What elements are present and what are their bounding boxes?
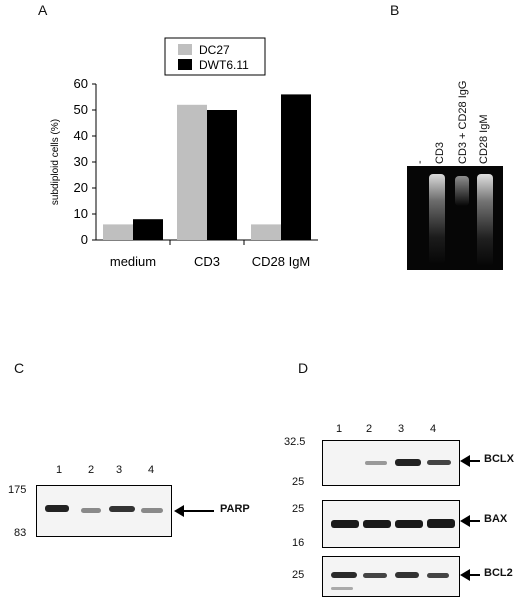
y-tick-label: 40 bbox=[74, 128, 88, 143]
bax-marker-16: 16 bbox=[292, 537, 305, 549]
bcl2-band-4 bbox=[427, 573, 449, 578]
legend-label-dc27: DC27 bbox=[199, 43, 230, 57]
bcl2-arrow bbox=[466, 574, 480, 576]
legend-label-dwt611: DWT6.11 bbox=[199, 58, 249, 72]
legend-swatch-dwt611 bbox=[178, 59, 192, 70]
panel-b-letter: B bbox=[390, 2, 400, 18]
bcl2-label: BCL2 bbox=[484, 567, 513, 579]
x-category-label: CD3 bbox=[194, 254, 220, 269]
parp-blot bbox=[36, 485, 172, 537]
parp-band-4 bbox=[141, 508, 163, 513]
gel-smear-cd28igm bbox=[477, 174, 493, 266]
y-tick-label: 60 bbox=[74, 76, 88, 91]
panel-a-letter: A bbox=[38, 2, 48, 18]
bclx-band-2 bbox=[365, 461, 387, 465]
bcl2-band-1 bbox=[331, 572, 357, 578]
bar-dwt611-2 bbox=[281, 94, 311, 241]
bcl2-faint-band bbox=[331, 587, 353, 590]
y-tick-label: 10 bbox=[74, 206, 88, 221]
parp-lane-1: 1 bbox=[56, 464, 63, 476]
x-category-label: medium bbox=[110, 254, 156, 269]
panel-d-letter: D bbox=[298, 360, 309, 376]
bclx-arrow bbox=[466, 460, 480, 462]
bclx-marker-32-5: 32.5 bbox=[284, 436, 306, 448]
bax-arrow-head-icon bbox=[460, 515, 470, 527]
bax-label: BAX bbox=[484, 513, 508, 525]
bar-dc27-1 bbox=[177, 104, 207, 240]
parp-band-2 bbox=[81, 508, 101, 513]
bclx-band-3 bbox=[395, 459, 421, 466]
parp-marker-175: 175 bbox=[8, 484, 27, 496]
bclx-label: BCLX bbox=[484, 453, 514, 465]
bcl-lane-1: 1 bbox=[336, 423, 343, 435]
gel-lane-label-1: - bbox=[414, 160, 426, 164]
parp-label: PARP bbox=[220, 503, 250, 515]
y-tick-label: 50 bbox=[74, 102, 88, 117]
panel-c-letter: C bbox=[14, 360, 25, 376]
bclx-arrow-head-icon bbox=[460, 455, 470, 467]
bcl-lane-3: 3 bbox=[398, 423, 405, 435]
gel-smear-cd3 bbox=[429, 174, 445, 264]
bclx-blot bbox=[322, 440, 460, 486]
parp-marker-83: 83 bbox=[14, 527, 27, 539]
parp-arrow-head-icon bbox=[174, 505, 184, 517]
bar-dc27-0 bbox=[103, 224, 133, 240]
parp-lane-4: 4 bbox=[148, 464, 155, 476]
parp-band-3 bbox=[109, 506, 135, 512]
bax-band-3 bbox=[395, 520, 423, 528]
gel-smear-cd3-cd28igg bbox=[455, 176, 469, 206]
bar-dwt611-1 bbox=[207, 110, 237, 240]
y-tick-label: 30 bbox=[74, 154, 88, 169]
bcl2-band-2 bbox=[363, 573, 387, 578]
bax-marker-25: 25 bbox=[292, 503, 305, 515]
bclx-band-4 bbox=[427, 460, 451, 465]
parp-lane-3: 3 bbox=[116, 464, 123, 476]
bcl2-arrow-head-icon bbox=[460, 569, 470, 581]
gel-lane-label-4: CD28 IgM bbox=[478, 114, 490, 164]
y-tick-label: 20 bbox=[74, 180, 88, 195]
bcl2-band-3 bbox=[395, 572, 419, 578]
legend-swatch-dc27 bbox=[178, 44, 192, 55]
bcl-lane-4: 4 bbox=[430, 423, 437, 435]
bclx-marker-25: 25 bbox=[292, 476, 305, 488]
bax-arrow bbox=[466, 520, 480, 522]
bar-dc27-2 bbox=[251, 224, 281, 240]
parp-lane-2: 2 bbox=[88, 464, 95, 476]
y-axis-label: subdiploid cells (%) bbox=[50, 119, 61, 205]
bcl2-marker-25: 25 bbox=[292, 569, 305, 581]
bcl-lane-2: 2 bbox=[366, 423, 373, 435]
parp-arrow bbox=[178, 510, 214, 512]
x-category-label: CD28 IgM bbox=[252, 254, 311, 269]
bax-blot bbox=[322, 500, 460, 548]
gel-lane-label-2: CD3 bbox=[434, 141, 446, 164]
gel-lane-label-3: CD3 + CD28 IgG bbox=[457, 80, 469, 164]
dna-gel-image bbox=[407, 166, 503, 270]
y-tick-label: 0 bbox=[81, 232, 88, 247]
parp-band-1 bbox=[45, 505, 69, 512]
subdiploid-bar-chart: DC27 DWT6.11 subdiploid cells (%) 0 10 20 3… bbox=[50, 37, 318, 269]
bax-band-4 bbox=[427, 519, 455, 528]
bax-band-1 bbox=[331, 520, 359, 528]
bcl2-blot bbox=[322, 556, 460, 597]
bar-dwt611-0 bbox=[133, 219, 163, 240]
bax-band-2 bbox=[363, 520, 391, 528]
